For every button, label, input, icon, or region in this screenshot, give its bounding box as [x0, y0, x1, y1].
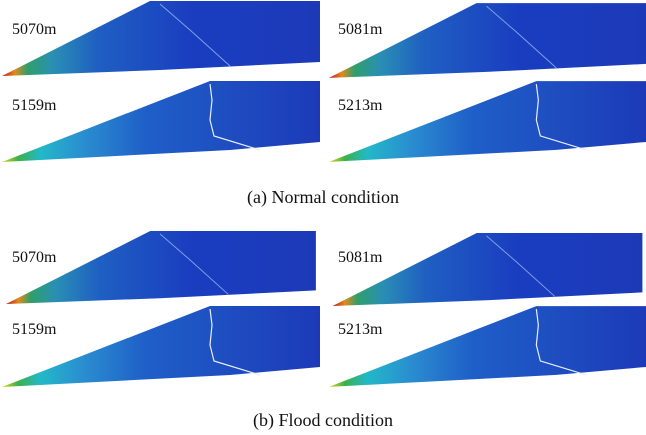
panel-label: 5070m	[12, 21, 57, 38]
panel-label: 5081m	[338, 249, 383, 266]
contour-plot	[1, 305, 320, 388]
contour-plot	[332, 232, 643, 307]
panel-label: 5081m	[338, 21, 383, 38]
panel-label: 5159m	[12, 97, 57, 114]
contour-plot	[328, 305, 646, 388]
panel-label: 5213m	[338, 321, 383, 338]
panel-label: 5070m	[12, 249, 57, 266]
group-a: 5070m 5081m 5159m 5213m (a) Normal condi…	[1, 0, 646, 208]
contour-plot	[328, 2, 646, 79]
caption: (a) Normal condition	[247, 187, 399, 208]
panel-label: 5159m	[12, 321, 57, 338]
contour-plot	[1, 0, 320, 77]
caption: (b) Flood condition	[253, 410, 393, 431]
group-b: 5070m 5081m 5159m 5213m (b) Flood condit…	[1, 230, 646, 431]
contour-plot	[5, 230, 317, 305]
contour-plot	[328, 80, 646, 163]
panel-label: 5213m	[338, 97, 383, 114]
contour-plot	[1, 80, 320, 163]
